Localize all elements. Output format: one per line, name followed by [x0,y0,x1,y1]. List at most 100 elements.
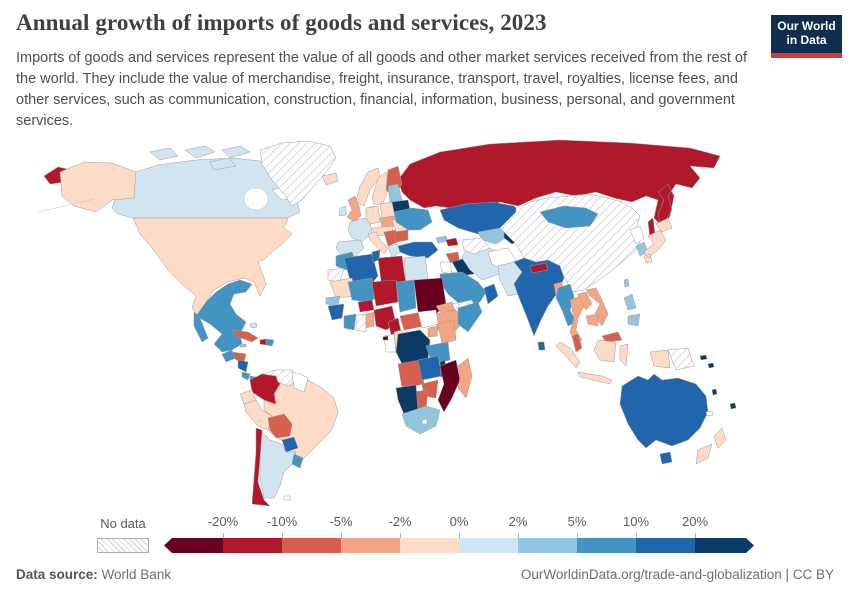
country-germany[interactable] [365,205,381,225]
country-uganda[interactable] [427,325,439,338]
legend-color-segment[interactable] [223,538,282,553]
country-bolivia[interactable] [267,413,293,439]
country-chad[interactable] [395,279,417,313]
country-vanuatu[interactable] [711,388,718,396]
country-italy[interactable] [367,231,389,255]
country-guinea[interactable] [327,303,345,321]
country-usa[interactable] [59,161,293,317]
country-falkland[interactable] [283,495,291,501]
country-eritrea[interactable] [435,301,455,313]
map-legend: No data -20% -10% -5% -2% 0% 2% 5% 10% 20% [0,514,850,558]
country-azerbaijan[interactable] [445,237,459,247]
country-senegal[interactable] [325,295,341,307]
legend-color-segment[interactable] [695,538,746,553]
country-haiti[interactable] [259,338,267,346]
country-ukraine[interactable] [393,207,433,231]
country-vietnam[interactable] [585,287,609,327]
country-nicaragua[interactable] [237,359,249,373]
legend-color-segment[interactable] [459,538,518,553]
country-norway[interactable] [355,167,381,207]
country-papua-new-guinea[interactable] [667,347,695,371]
legend-colorbar [0,538,850,553]
country-new-caledonia[interactable] [705,410,714,417]
country-lesotho[interactable] [421,418,428,425]
country-ghana[interactable] [355,313,367,333]
country-mongolia[interactable] [539,205,599,229]
country-argentina[interactable] [259,431,297,499]
country-bulgaria[interactable] [393,229,409,243]
country-philippines[interactable] [623,293,641,327]
legend-color-segment[interactable] [577,538,636,553]
country-dominican-republic[interactable] [265,338,275,347]
country-chile[interactable] [251,427,271,507]
country-baltics[interactable] [387,183,403,203]
country-uruguay[interactable] [291,453,304,469]
country-jamaica[interactable] [239,343,247,348]
legend-tick-mark [400,533,401,538]
country-north-korea[interactable] [629,225,645,245]
country-bahamas[interactable] [249,322,258,329]
country-new-zealand[interactable] [695,427,727,465]
legend-color-segment[interactable] [400,538,459,553]
country-indonesia[interactable] [555,339,671,385]
country-guyana[interactable] [291,371,309,393]
legend-color-segment[interactable] [518,538,577,553]
legend-no-data-label: No data [100,516,146,531]
country-cuba[interactable] [231,329,259,343]
legend-tick-mark [341,533,342,538]
country-equatorial-guinea[interactable] [382,335,389,341]
country-south-africa[interactable] [401,405,441,435]
country-turkmenistan[interactable] [461,237,491,255]
country-taiwan[interactable] [623,278,630,288]
legend-color-segment[interactable] [341,538,400,553]
legend-tick-mark [223,533,224,538]
country-malaysia[interactable] [571,331,623,353]
country-paraguay[interactable] [281,436,299,453]
country-mozambique[interactable] [437,359,461,413]
country-burkina-faso[interactable] [357,299,375,313]
country-turkey[interactable] [397,241,439,259]
country-sri-lanka[interactable] [537,341,546,351]
country-solomon-islands[interactable] [699,354,715,369]
country-madagascar[interactable] [457,357,473,399]
country-cambodia[interactable] [585,313,599,327]
country-kenya[interactable] [437,319,457,345]
country-thailand[interactable] [569,295,585,345]
country-india[interactable] [513,257,565,337]
country-iceland[interactable] [321,172,339,186]
country-china[interactable] [499,193,643,293]
country-ireland[interactable] [338,205,347,217]
country-oman[interactable] [483,283,499,305]
country-benin-togo[interactable] [365,311,375,329]
country-nepal[interactable] [529,262,549,274]
country-iraq[interactable] [451,257,475,277]
legend-color-segment[interactable] [172,538,223,553]
country-niger[interactable] [371,279,399,307]
country-fiji[interactable] [729,402,737,410]
country-australia[interactable] [619,373,709,465]
country-cote-divoire[interactable] [343,313,357,331]
legend-tick-label: -20% [207,514,239,529]
data-source: Data source: World Bank [16,567,171,582]
country-somalia[interactable] [457,301,483,333]
footer-attribution[interactable]: OurWorldinData.org/trade-and-globalizati… [520,567,834,582]
country-uk[interactable] [346,195,362,223]
owid-logo-line2: in Data [786,33,827,47]
country-jordan[interactable] [439,261,453,275]
legend-tick-mark [518,533,519,538]
country-georgia[interactable] [435,235,449,244]
country-france[interactable] [347,217,373,243]
country-japan[interactable] [643,217,673,264]
legend-tick-label: -10% [266,514,298,529]
legend-no-data-swatch[interactable] [97,538,149,553]
legend-color-segment[interactable] [636,538,695,553]
country-costa-rica[interactable] [241,371,251,381]
data-source-label: Data source: [16,567,98,582]
country-mali[interactable] [347,277,377,303]
legend-color-segment[interactable] [282,538,341,553]
country-greenland[interactable] [259,140,337,207]
country-arctic-islands[interactable] [149,145,251,171]
country-zambia[interactable] [417,355,443,381]
